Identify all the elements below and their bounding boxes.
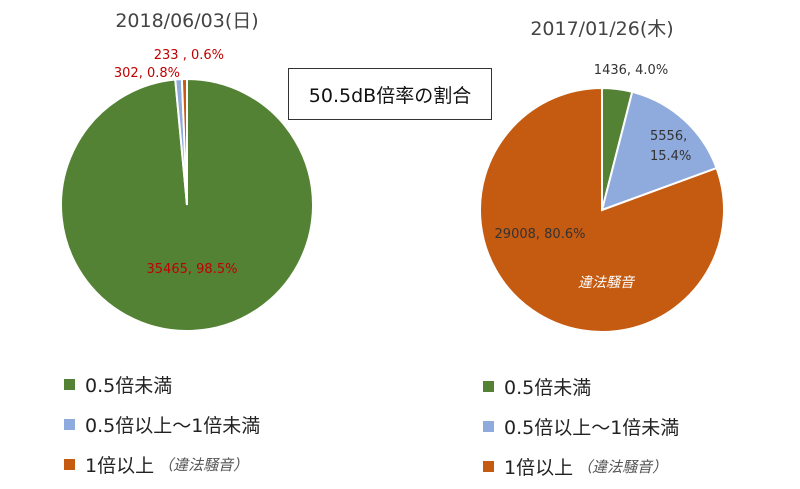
legend-item-ge1: 1倍以上 （違法騒音）: [483, 452, 667, 480]
chart-title: 2018/06/03(日): [115, 10, 258, 32]
legend-swatch-mid: [64, 418, 75, 430]
legend-label: 0.5倍未満: [85, 374, 173, 397]
legend-swatch-lt05: [483, 380, 494, 392]
chart-center-label: 50.5dB倍率の割合: [288, 68, 492, 120]
data-label-ge1: 233 , 0.6%: [154, 48, 224, 63]
legend-swatch-lt05: [64, 378, 75, 390]
data-label-mid: 5556, 15.4%: [650, 129, 691, 164]
legend-item-lt05: 0.5倍未満: [483, 372, 591, 400]
legend-label: 1倍以上: [85, 454, 155, 477]
legend-item-lt05: 0.5倍未満: [64, 370, 172, 398]
legend-swatch-ge1: [483, 460, 494, 472]
data-label-mid: 302, 0.8%: [114, 66, 180, 81]
legend-item-mid: 0.5倍以上～1倍未満: [64, 410, 260, 438]
data-label-ge1: 29008, 80.6%: [495, 227, 586, 242]
chart-title: 2017/01/26(木): [530, 18, 673, 40]
legend-item-mid: 0.5倍以上～1倍未満: [483, 412, 679, 440]
legend-note: （違法騒音）: [577, 457, 668, 476]
slice-ge1: [479, 86, 725, 333]
data-label-lt05: 35465, 98.5%: [147, 262, 238, 277]
pie-chart-1: 35465, 98.5% 302, 0.8% 233 , 0.6% 2018/06/0…: [60, 10, 314, 332]
slice-ge1: [180, 77, 188, 206]
data-label-lt05: 1436, 4.0%: [594, 63, 668, 78]
legend-label: 0.5倍以上～1倍未満: [85, 414, 261, 437]
slice-mid: [600, 90, 718, 212]
annotation-illegal-noise: 違法騒音: [578, 275, 636, 291]
legend-note: （違法騒音）: [158, 455, 249, 474]
legend-label: 0.5倍未満: [504, 376, 592, 399]
pie-chart-2: 1436, 4.0% 5556, 15.4% 29008, 80.6% 2017/01/…: [479, 18, 725, 333]
legend-swatch-ge1: [64, 458, 75, 470]
legend-item-ge1: 1倍以上 （違法騒音）: [64, 450, 248, 478]
legend-swatch-mid: [483, 420, 494, 432]
legend-label: 0.5倍以上～1倍未満: [504, 416, 680, 439]
legend-label: 1倍以上: [504, 456, 574, 479]
